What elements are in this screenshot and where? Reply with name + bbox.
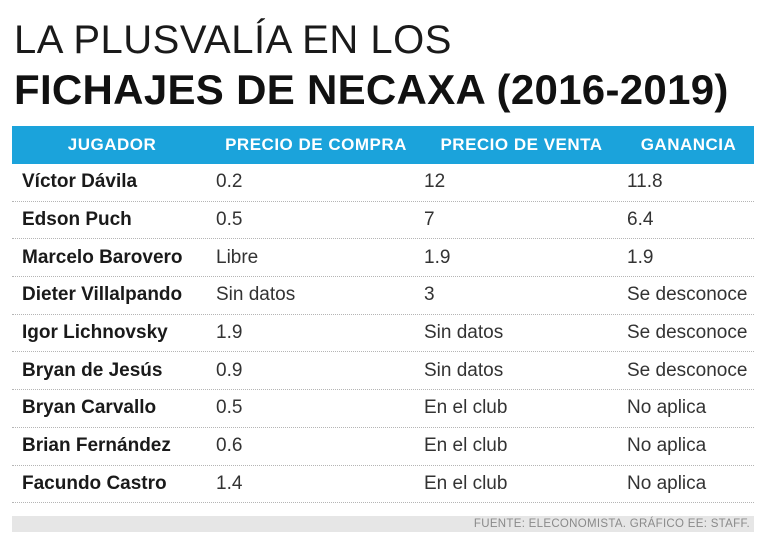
table-row: Marcelo Barovero Libre 1.9 1.9 [12,239,754,278]
profit: 1.9 [627,246,654,268]
sale-price: 12 [424,171,446,193]
sale-price: En el club [424,435,508,457]
source-credit: FUENTE: ELECONOMISTA. GRÁFICO EE: STAFF. [12,516,754,532]
sale-price: 1.9 [424,246,451,268]
table-row: Brian Fernández 0.6 En el club No aplica [12,428,754,466]
sale-price: En el club [424,472,508,494]
profit: Se desconoce [627,322,748,344]
chart-title-line-2: FICHAJES DE NECAXA (2016-2019) [14,66,729,113]
table-header: JUGADOR PRECIO DE COMPRA PRECIO DE VENTA… [12,126,754,164]
purchase-price: 1.9 [216,322,243,344]
profit: No aplica [627,397,707,419]
player-name: Dieter Villalpando [22,284,183,306]
chart-title-line-1: LA PLUSVALÍA EN LOS [14,18,452,62]
data-table: JUGADOR PRECIO DE COMPRA PRECIO DE VENTA… [12,126,754,504]
column-header-precio-venta: PRECIO DE VENTA [440,135,603,154]
table-row: Edson Puch 0.5 7 6.4 [12,202,754,240]
player-name: Igor Lichnovsky [22,322,168,344]
player-name: Bryan Carvallo [22,397,157,419]
purchase-price: 0.5 [216,209,243,231]
table-row: Bryan Carvallo 0.5 En el club No aplica [12,390,754,428]
profit: No aplica [627,435,707,457]
purchase-price: 0.2 [216,171,243,193]
player-name: Edson Puch [22,209,132,231]
purchase-price: 1.4 [216,472,243,494]
sale-price: Sin datos [424,322,504,344]
player-name: Víctor Dávila [22,171,138,193]
player-name: Facundo Castro [22,472,167,494]
purchase-price: Libre [216,246,259,268]
column-header-precio-compra: PRECIO DE COMPRA [225,135,407,154]
purchase-price: Sin datos [216,284,296,306]
sale-price: Sin datos [424,359,504,381]
table-row: Bryan de Jesús 0.9 Sin datos Se desconoc… [12,352,754,391]
column-header-jugador: JUGADOR [67,135,157,154]
player-name: Brian Fernández [22,435,171,457]
table-row: Igor Lichnovsky 1.9 Sin datos Se descono… [12,315,754,353]
sale-price: 7 [424,209,435,231]
player-name: Bryan de Jesús [22,359,163,381]
table-row: Dieter Villalpando Sin datos 3 Se descon… [12,277,754,315]
column-header-ganancia: GANANCIA [640,135,737,154]
profit: Se desconoce [627,359,748,381]
profit: No aplica [627,472,707,494]
sale-price: En el club [424,397,508,419]
purchase-price: 0.6 [216,435,243,457]
profit: 11.8 [627,171,663,193]
purchase-price: 0.9 [216,359,243,381]
sale-price: 3 [424,284,435,306]
profit: 6.4 [627,209,654,231]
player-name: Marcelo Barovero [22,246,183,268]
purchase-price: 0.5 [216,397,243,419]
table-row: Víctor Dávila 0.2 12 11.8 [12,164,754,202]
table-row: Facundo Castro 1.4 En el club No aplica [12,466,754,504]
profit: Se desconoce [627,284,748,306]
